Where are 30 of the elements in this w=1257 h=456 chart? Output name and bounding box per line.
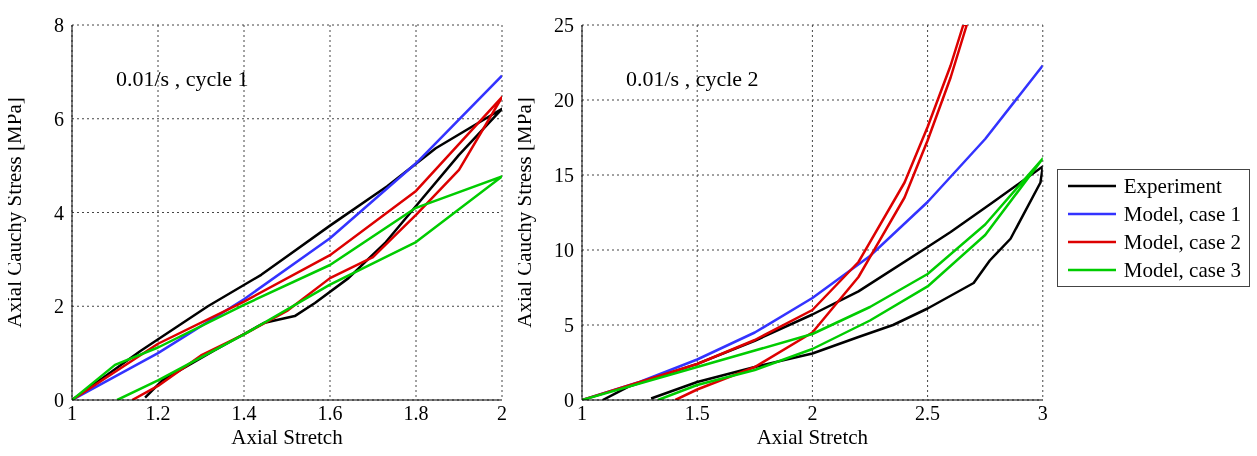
x-tick-label: 2	[807, 402, 818, 425]
legend-label: Experiment	[1123, 173, 1222, 199]
legend-label: Model, case 2	[1123, 229, 1241, 255]
x-tick-label: 1.5	[684, 402, 710, 425]
x-tick-label: 1	[577, 402, 587, 425]
y-tick-label: 4	[54, 201, 64, 224]
y-tick-label: 10	[554, 239, 574, 262]
annotation: 0.01/s , cycle 1	[116, 66, 249, 92]
x-tick-label: 1.2	[145, 402, 171, 425]
x-tick-label: 2.5	[915, 402, 941, 425]
x-tick-label: 1.6	[317, 402, 343, 425]
x-tick-label: 1.4	[231, 402, 257, 425]
y-tick-label: 25	[554, 14, 574, 37]
y-tick-label: 2	[54, 295, 64, 318]
x-axis-title: Axial Stretch	[756, 425, 869, 449]
y-tick-label: 0	[54, 389, 64, 412]
y-tick-label: 20	[554, 89, 574, 112]
legend-label: Model, case 1	[1123, 201, 1241, 227]
y-tick-label: 6	[54, 107, 64, 130]
annotation: 0.01/s , cycle 2	[626, 66, 759, 92]
x-tick-label: 3	[1037, 402, 1048, 425]
x-tick-label: 1	[67, 402, 77, 425]
x-tick-label: 2	[497, 402, 507, 425]
y-tick-label: 15	[554, 164, 574, 187]
x-tick-label: 1.8	[403, 402, 429, 425]
y-tick-label: 5	[564, 314, 574, 337]
y-tick-label: 8	[54, 14, 64, 37]
x-axis-title: Axial Stretch	[231, 425, 344, 449]
legend-label: Model, case 3	[1123, 257, 1241, 283]
y-tick-label: 0	[564, 389, 574, 412]
